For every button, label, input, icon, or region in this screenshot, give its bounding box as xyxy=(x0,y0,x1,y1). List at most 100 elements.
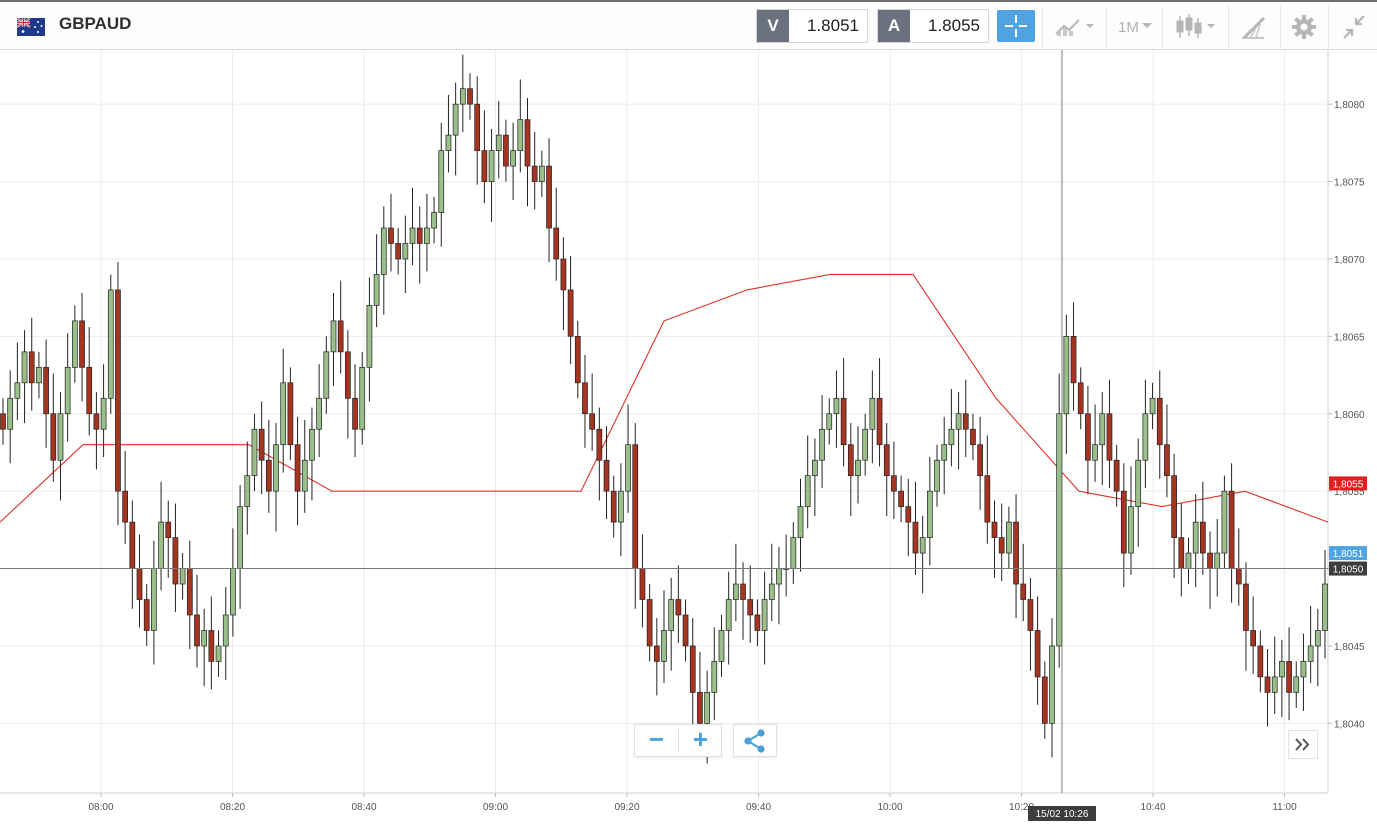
candle xyxy=(1279,639,1285,718)
settings-button[interactable] xyxy=(1288,10,1320,44)
candle xyxy=(503,119,509,182)
candle xyxy=(395,228,402,275)
candle xyxy=(862,413,869,476)
candle xyxy=(718,614,725,677)
candle xyxy=(1013,494,1019,619)
candle xyxy=(1257,630,1264,693)
x-tick-label: 09:00 xyxy=(483,802,508,813)
y-tick-label: 1,8065 xyxy=(1334,332,1365,343)
candle xyxy=(172,503,179,612)
candle xyxy=(574,320,581,399)
candle xyxy=(1192,494,1199,588)
candle xyxy=(244,441,251,535)
zoom-in-button[interactable]: + xyxy=(692,724,709,754)
candle xyxy=(732,543,739,622)
candle xyxy=(1286,627,1292,721)
scroll-to-latest-button[interactable] xyxy=(1288,730,1318,759)
x-tick-label: 10:00 xyxy=(877,802,902,813)
candle xyxy=(424,193,430,272)
bid-price-tag: 1,8051 xyxy=(1333,549,1364,560)
candle xyxy=(294,416,301,526)
candle xyxy=(1077,367,1084,430)
candle xyxy=(43,339,49,448)
candle xyxy=(1171,454,1177,578)
candle xyxy=(689,618,696,727)
candle xyxy=(1027,577,1034,671)
candle xyxy=(467,73,473,120)
candle xyxy=(1264,649,1271,727)
candle xyxy=(898,475,904,523)
candle xyxy=(955,392,962,470)
candle xyxy=(79,293,85,402)
crosshair-button[interactable] xyxy=(997,10,1035,42)
candle xyxy=(905,478,912,557)
crosshair-cursor: 1,8055 1,8051 1,8050 15/02 10:26 xyxy=(0,50,1367,821)
y-tick-label: 1,8045 xyxy=(1334,642,1365,653)
candle xyxy=(459,54,466,133)
candle xyxy=(876,358,883,467)
candle xyxy=(1164,404,1170,498)
candle xyxy=(560,237,567,331)
candle xyxy=(1243,562,1249,671)
candle xyxy=(316,364,322,458)
price-chart[interactable]: 1,80401,80451,80501,80551,80601,80651,80… xyxy=(0,50,1377,825)
candle xyxy=(725,571,732,665)
candle xyxy=(1142,379,1149,489)
candle xyxy=(251,413,258,492)
candle-style-button[interactable] xyxy=(1172,10,1222,44)
buy-label: A xyxy=(878,10,910,42)
candle xyxy=(912,481,919,575)
time-axis: 08:00 08:20 08:40 09:00 09:20 09:40 10:00 10:20… xyxy=(88,793,1297,813)
candle xyxy=(596,407,603,501)
candle xyxy=(481,110,488,204)
candle xyxy=(100,364,107,458)
double-chevron-right-icon xyxy=(1295,738,1310,751)
candle xyxy=(1156,370,1163,479)
candle xyxy=(402,215,409,294)
x-tick-label: 10:20 xyxy=(1009,802,1034,813)
crosshair-time-bg xyxy=(1028,806,1096,821)
x-tick-label: 08:00 xyxy=(88,802,113,813)
share-button[interactable] xyxy=(733,724,777,757)
candle xyxy=(833,370,840,448)
candle xyxy=(819,395,825,489)
candle xyxy=(919,515,926,594)
timeframe-selector[interactable]: 1M xyxy=(1116,10,1156,44)
candle xyxy=(761,571,768,665)
candle xyxy=(143,584,150,646)
chart-type-button[interactable] xyxy=(1052,10,1102,44)
candle xyxy=(970,413,976,461)
gear-icon xyxy=(1292,15,1316,39)
candle xyxy=(1106,379,1113,489)
candle xyxy=(86,327,93,436)
candle xyxy=(309,407,315,501)
candle xyxy=(984,435,991,544)
y-tick-label: 1,8040 xyxy=(1334,719,1365,730)
y-tick-label: 1,8080 xyxy=(1334,100,1365,111)
candle xyxy=(64,333,71,442)
candle xyxy=(646,584,653,662)
candle xyxy=(948,388,955,467)
candle xyxy=(122,450,128,544)
y-tick-label: 1,8060 xyxy=(1334,410,1365,421)
sell-price-button[interactable]: V 1.8051 xyxy=(756,9,868,43)
x-tick-label: 10:40 xyxy=(1140,802,1165,813)
bid-price-tag-bg xyxy=(1329,546,1367,561)
candle xyxy=(804,435,811,529)
candle xyxy=(488,128,495,222)
candle xyxy=(36,351,42,399)
candle xyxy=(891,441,897,520)
collapse-button[interactable] xyxy=(1338,10,1370,44)
zoom-out-button[interactable]: − xyxy=(648,724,665,754)
y-tick-label: 1,8075 xyxy=(1334,178,1365,189)
candle xyxy=(388,193,394,272)
buy-price-button[interactable]: A 1.8055 xyxy=(877,9,989,43)
candle xyxy=(21,330,28,424)
candle xyxy=(7,370,14,464)
candle xyxy=(14,342,21,420)
drawing-tools-button[interactable] xyxy=(1238,10,1270,44)
ask-price-tag-bg xyxy=(1329,476,1367,491)
price-axis: 1,8040 1,8045 1,8050 1,8055 1,8060 1,8065 1,80… xyxy=(1328,100,1365,730)
symbol-name: GBPAUD xyxy=(59,14,132,33)
candle xyxy=(998,503,1005,581)
